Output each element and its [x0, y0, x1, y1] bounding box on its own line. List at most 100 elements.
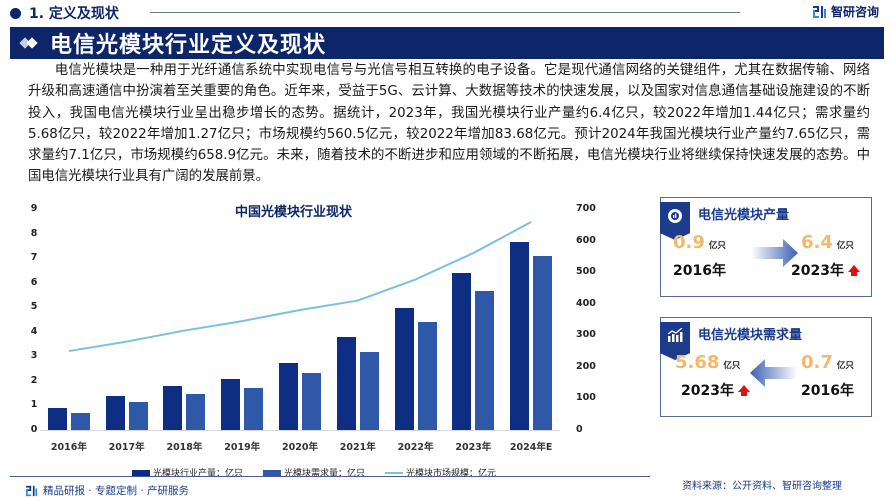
y-tick-label: 8	[30, 227, 38, 239]
stat-value-2016: 0.9 亿只	[673, 232, 726, 253]
growth-bars-icon	[667, 328, 683, 342]
zhiyan-logo-icon	[26, 485, 38, 496]
x-tick-label: 2017年	[108, 442, 145, 453]
card-header: 电信光模块产量	[660, 198, 871, 240]
stat-value-2016: 0.7 亿只	[801, 352, 854, 373]
market-size-line	[68, 221, 532, 353]
bar-line-chart: 中国光模块行业现状 0 1 2 3 4 5 6 7 8 9 0 100 200 300 400 500 600…	[20, 196, 620, 479]
stat-year: 2016年	[801, 383, 854, 399]
y-tick-label: 4	[30, 325, 38, 337]
bar-demand	[359, 351, 379, 430]
legend-line-icon	[385, 471, 404, 474]
y-tick-label: 200	[576, 360, 596, 372]
card-title: 电信光模块产量	[698, 207, 790, 223]
legend-swatch-icon	[263, 469, 282, 476]
stat-value-2023: 5.68 亿只	[675, 352, 741, 373]
bar-production	[279, 362, 298, 430]
footer-divider	[10, 476, 650, 477]
bar-production	[105, 396, 125, 430]
y-tick-label: 5	[30, 301, 38, 313]
y-tick-label: 500	[576, 266, 596, 278]
bullet-dot-icon	[10, 7, 21, 19]
bar-demand	[128, 402, 148, 430]
y-tick-label: 300	[576, 329, 596, 341]
y-tick-label: 2	[30, 374, 38, 386]
intro-paragraph: 电信光模块是一种用于光纤通信系统中实现电信号与光信号相互转换的电子设备。它是现代…	[28, 63, 870, 185]
y-tick-label: 1	[30, 399, 38, 411]
x-tick-label: 2022年	[397, 442, 434, 453]
y-tick-label: 9	[30, 203, 38, 214]
legend-label: 光模块需求量：亿只	[284, 469, 366, 479]
y-tick-label: 400	[576, 297, 596, 309]
x-tick-label: 2024年E	[509, 442, 553, 453]
section-header: 1. 定义及现状	[10, 2, 119, 24]
brand-logo: 智研咨询	[812, 3, 879, 20]
y-tick-label: 700	[576, 203, 596, 214]
card-body: 5.68 亿只 2023年 0.7 亿只 2016年	[661, 348, 871, 408]
footer-text: 精品研报 · 专题定制 · 产研服务	[43, 485, 190, 497]
chart-legend: 光模块行业产量：亿只 光模块需求量：亿只 光模块市场规模：亿元	[132, 466, 496, 479]
zhiyan-logo-icon	[812, 5, 826, 18]
bar-demand	[417, 321, 437, 430]
x-tick-label: 2018年	[166, 442, 203, 453]
stat-year: 2016年	[673, 263, 726, 279]
y-tick-label: 7	[30, 252, 38, 264]
stat-year: 2023年	[791, 260, 860, 280]
bar-production	[510, 242, 530, 430]
title-bar: 电信光模块行业定义及现状	[10, 27, 884, 59]
bar-production	[452, 272, 472, 430]
bar-demand	[475, 290, 495, 430]
bar-production	[47, 407, 67, 430]
bar-demand	[186, 394, 206, 430]
section-label: 1. 定义及现状	[29, 6, 119, 22]
demand-card: 电信光模块需求量 5.68 亿只 2023年 0.7 亿只 2016年	[660, 317, 872, 417]
page-title: 电信光模块行业定义及现状	[50, 33, 327, 58]
legend-item-production: 光模块行业产量：亿只	[132, 466, 243, 479]
stat-year: 2023年	[681, 380, 750, 400]
pie-chart-icon	[668, 209, 682, 223]
bar-demand	[244, 388, 264, 430]
bar-demand	[302, 373, 321, 430]
legend-swatch-icon	[132, 469, 150, 476]
up-arrow-icon	[737, 385, 750, 396]
x-tick-label: 2019年	[224, 442, 261, 453]
x-tick-label: 2023年	[455, 442, 492, 453]
card-header: 电信光模块需求量	[660, 318, 871, 360]
y-tick-label: 0	[30, 424, 38, 435]
bar-production	[336, 337, 356, 430]
x-tick-label: 2020年	[282, 442, 318, 453]
arrow-left-icon	[750, 359, 797, 387]
bar-production	[394, 308, 414, 430]
x-axis-line	[40, 430, 560, 431]
diamond-icon	[20, 37, 38, 49]
y-tick-label: 3	[30, 350, 38, 362]
legend-label: 光模块行业产量：亿只	[153, 469, 244, 479]
y-tick-label: 6	[30, 276, 38, 288]
stat-value-2023: 6.4 亿只	[801, 232, 854, 253]
brand-name: 智研咨询	[830, 5, 879, 19]
legend-item-demand: 光模块需求量：亿只	[263, 466, 365, 479]
legend-label: 光模块市场规模：亿元	[406, 469, 497, 479]
card-badge	[660, 202, 690, 240]
plot-area	[40, 196, 560, 430]
bar-production	[163, 385, 183, 430]
y-tick-label: 100	[576, 392, 596, 404]
bar-production	[221, 378, 241, 430]
x-tick-label: 2021年	[339, 442, 376, 453]
up-arrow-icon	[847, 265, 860, 276]
production-card: 电信光模块产量 0.9 亿只 2016年 6.4 亿只 2023年	[660, 197, 872, 297]
card-body: 0.9 亿只 2016年 6.4 亿只 2023年	[661, 228, 871, 288]
arrow-right-icon	[751, 239, 798, 267]
y-tick-label: 0	[576, 424, 583, 435]
card-badge	[660, 322, 690, 360]
section-divider	[150, 12, 740, 13]
x-tick-label: 2016年	[50, 442, 87, 453]
data-source: 资料来源：公开资料、智研咨询整理	[682, 481, 842, 492]
bar-demand	[70, 412, 90, 430]
legend-item-market-size: 光模块市场规模：亿元	[385, 466, 496, 479]
footer-tagline: 精品研报 · 专题定制 · 产研服务	[26, 483, 189, 498]
bar-demand	[533, 255, 553, 430]
chart-title: 中国光模块行业现状	[235, 205, 353, 220]
card-title: 电信光模块需求量	[698, 327, 803, 343]
y-tick-label: 600	[576, 234, 596, 246]
